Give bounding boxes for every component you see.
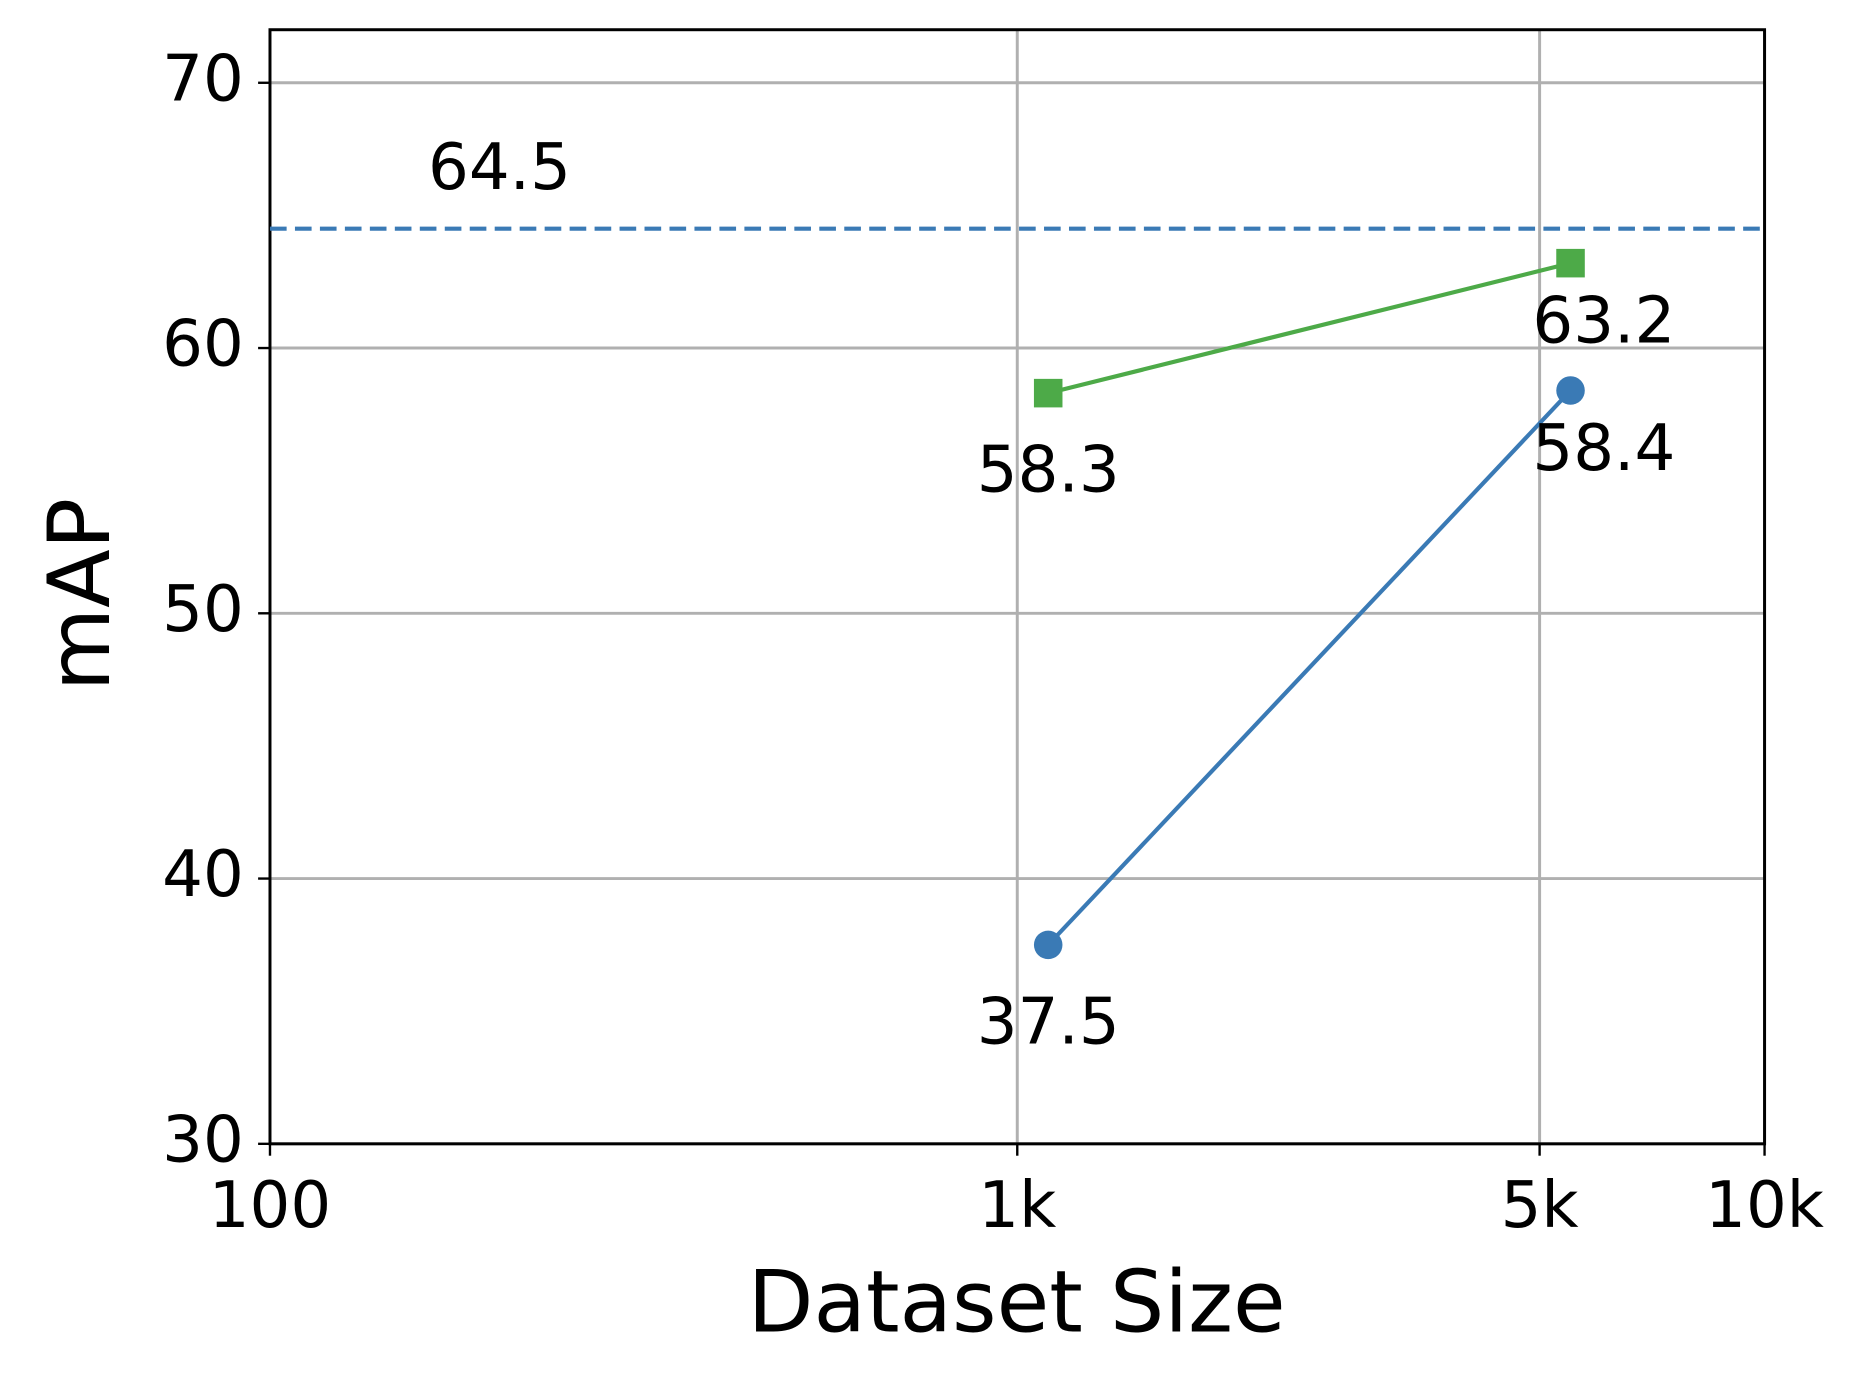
plot-frame (268, 28, 1767, 1146)
data-label: 58.4 (1532, 411, 1675, 486)
data-label: 37.5 (977, 984, 1120, 1059)
x-axis-label: Dataset Size (748, 1253, 1286, 1352)
reference-label: 64.5 (428, 130, 571, 205)
y-tick-label: 60 (162, 307, 244, 382)
y-tick-label: 40 (162, 837, 244, 912)
marker (1556, 376, 1585, 405)
y-tick-label: 50 (162, 572, 244, 647)
x-tick-label: 100 (209, 1168, 332, 1243)
y-tick-label: 30 (162, 1102, 244, 1177)
series-line (1046, 389, 1573, 947)
data-label: 63.2 (1532, 284, 1675, 359)
x-tick-label: 10k (1705, 1168, 1824, 1243)
y-tick-label: 70 (162, 41, 244, 116)
series-line (1047, 261, 1572, 396)
marker (1556, 248, 1585, 278)
x-tick-label: 1k (978, 1168, 1056, 1243)
marker (1033, 378, 1063, 408)
data-label: 58.3 (977, 433, 1120, 508)
y-axis-label: mAP (31, 498, 130, 692)
marker (1033, 930, 1063, 960)
x-tick-label: 5k (1501, 1168, 1579, 1243)
